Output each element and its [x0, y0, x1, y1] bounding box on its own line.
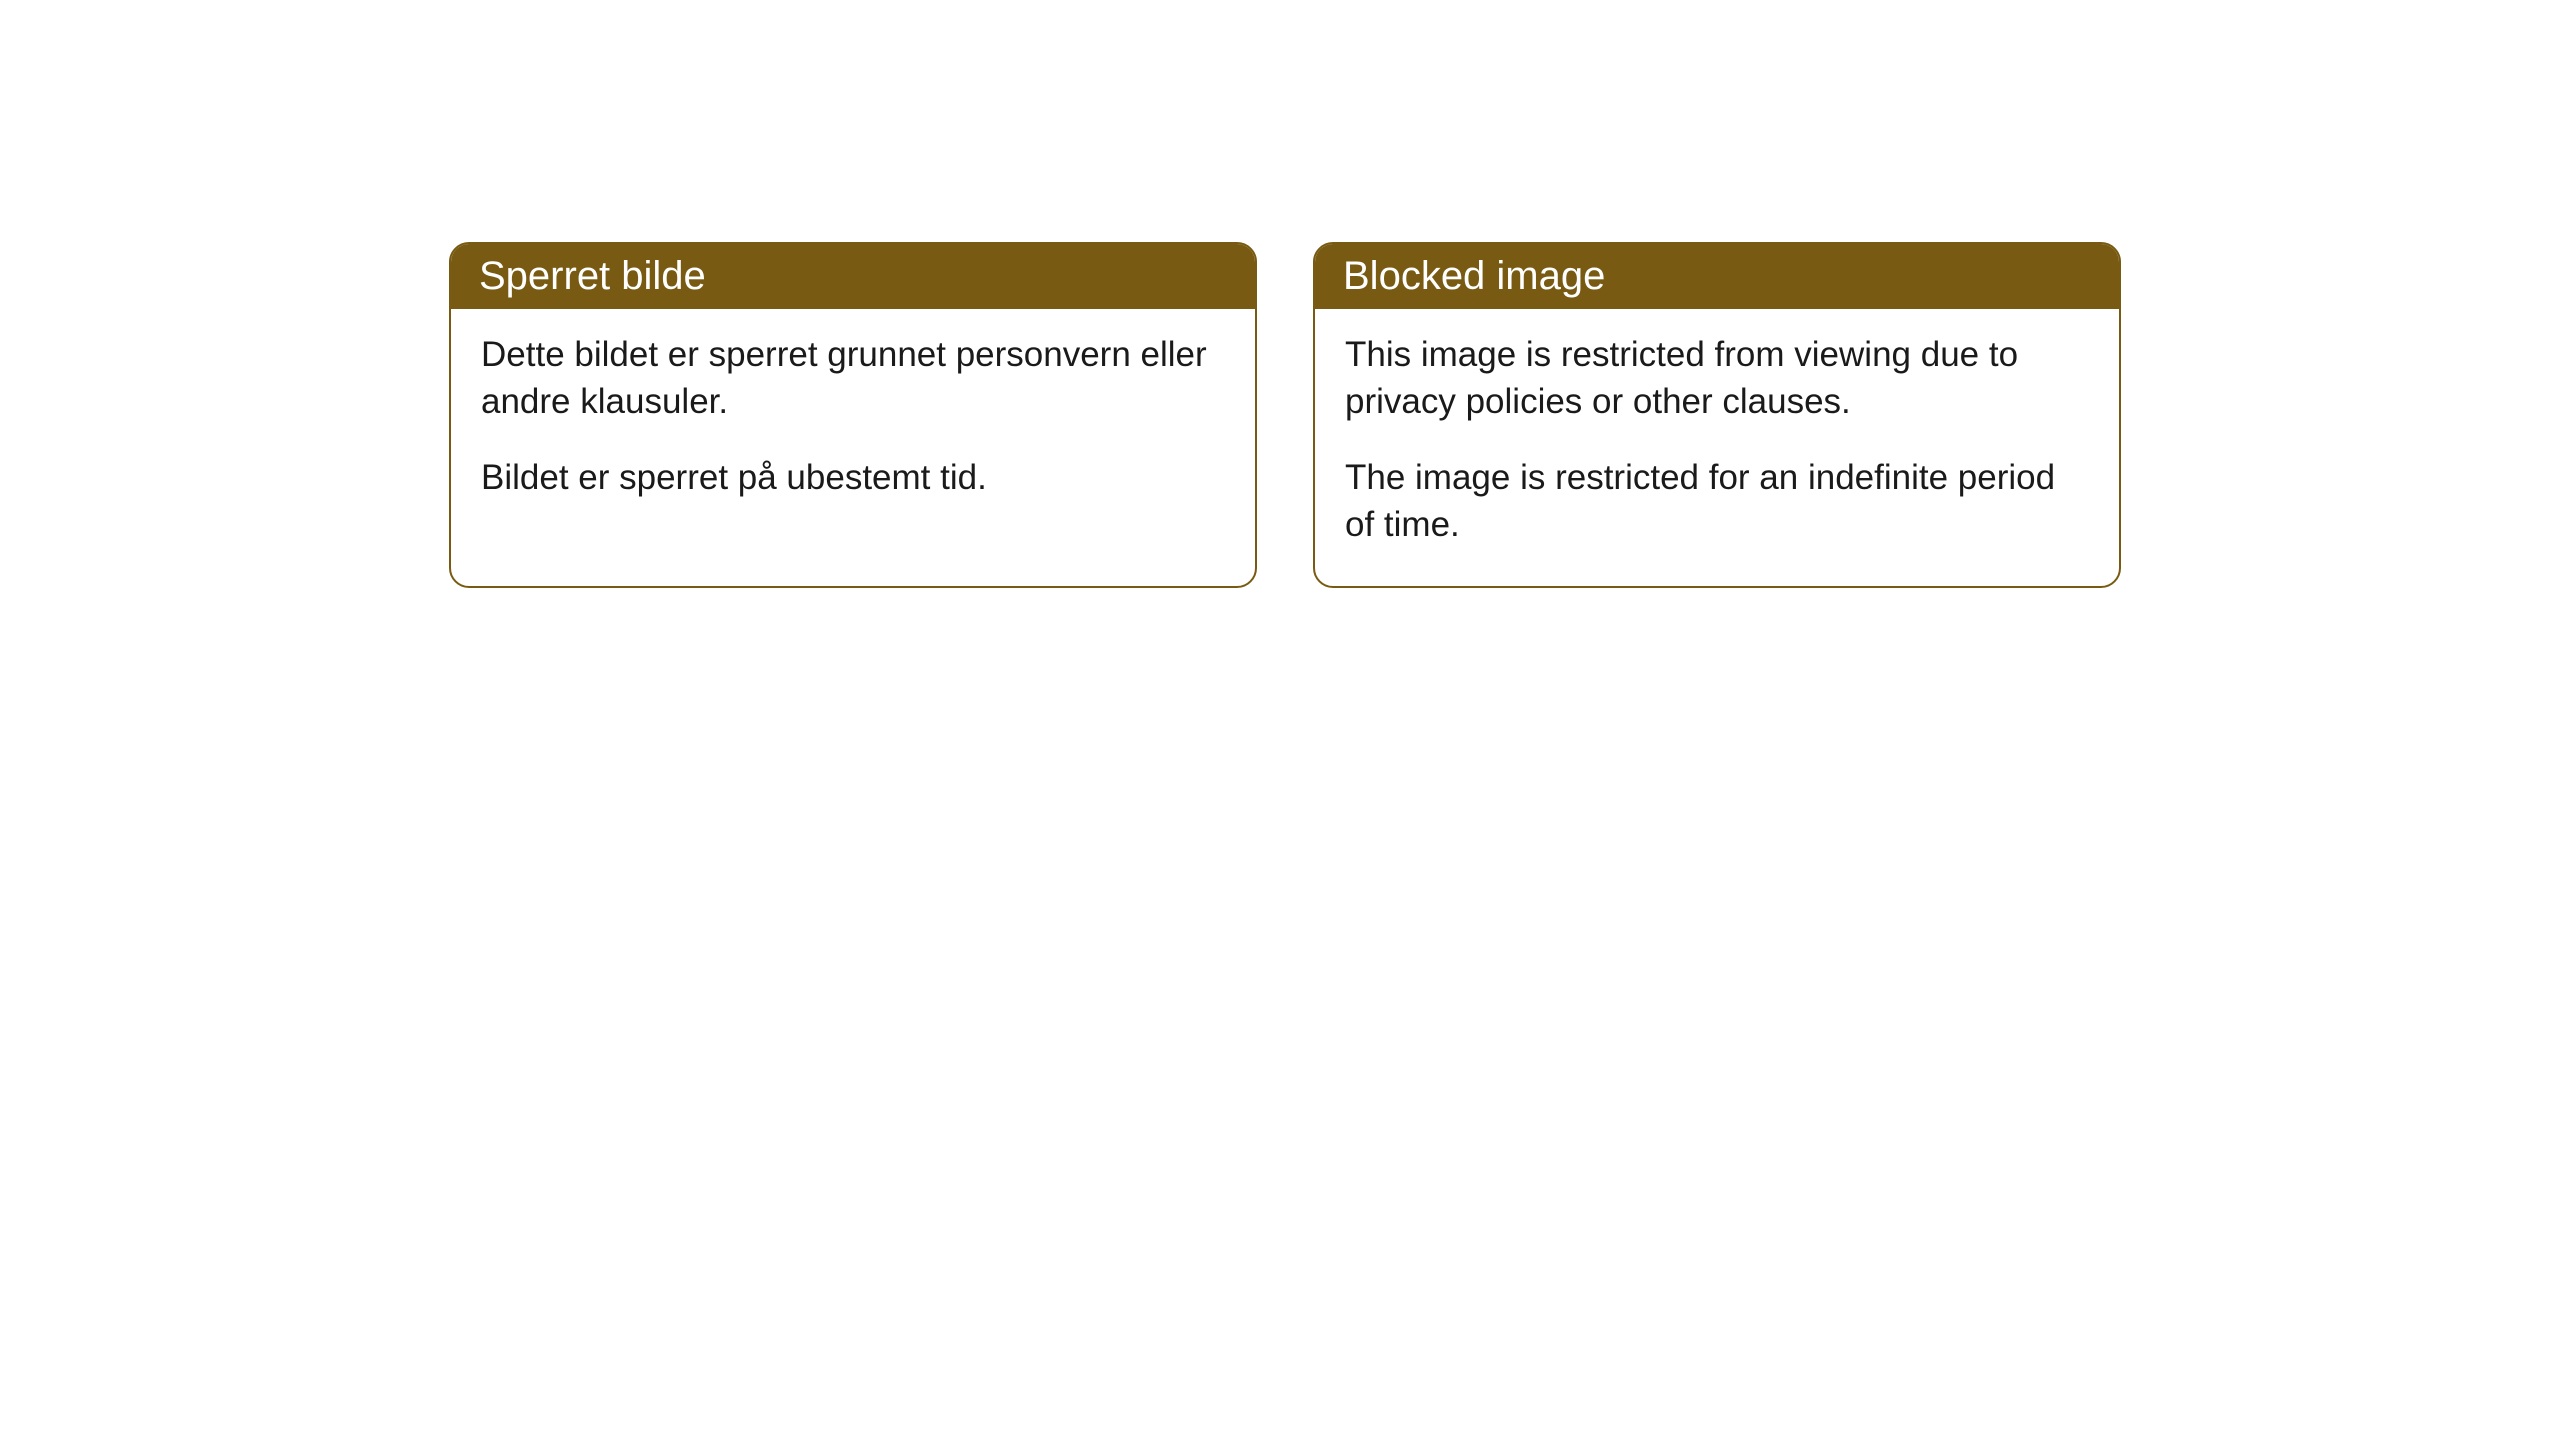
card-header: Blocked image — [1315, 244, 2119, 309]
notice-cards-container: Sperret bilde Dette bildet er sperret gr… — [449, 242, 2121, 588]
card-paragraph-1: Dette bildet er sperret grunnet personve… — [481, 331, 1225, 426]
card-paragraph-2: Bildet er sperret på ubestemt tid. — [481, 454, 1225, 501]
card-header: Sperret bilde — [451, 244, 1255, 309]
card-paragraph-2: The image is restricted for an indefinit… — [1345, 454, 2089, 549]
card-paragraph-1: This image is restricted from viewing du… — [1345, 331, 2089, 426]
card-body: Dette bildet er sperret grunnet personve… — [451, 309, 1255, 539]
blocked-image-card-english: Blocked image This image is restricted f… — [1313, 242, 2121, 588]
card-title: Sperret bilde — [479, 254, 706, 298]
blocked-image-card-norwegian: Sperret bilde Dette bildet er sperret gr… — [449, 242, 1257, 588]
card-title: Blocked image — [1343, 254, 1605, 298]
card-body: This image is restricted from viewing du… — [1315, 309, 2119, 586]
